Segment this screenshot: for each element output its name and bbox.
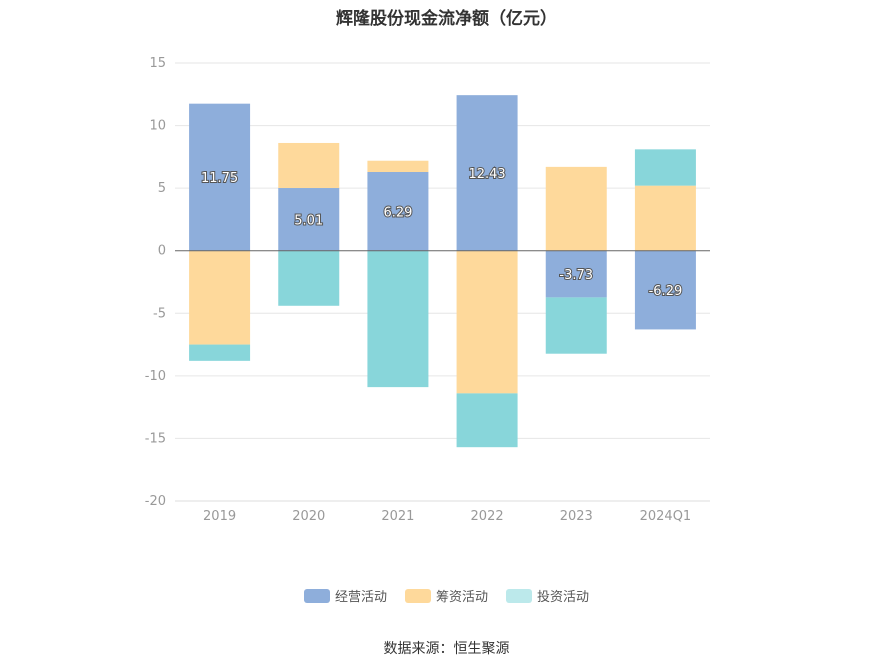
legend-item-financing[interactable]: 筹资活动 — [404, 586, 488, 605]
y-tick-label: 5 — [158, 181, 166, 196]
legend-label-investing: 投资活动 — [537, 590, 590, 605]
legend-item-operating[interactable]: 经营活动 — [303, 586, 387, 605]
bar-financing — [367, 160, 429, 172]
y-tick-label: -15 — [145, 431, 166, 446]
y-tick-label: -20 — [145, 494, 166, 509]
data-label: -3.73 — [559, 268, 593, 283]
bar-operating — [545, 250, 607, 298]
data-label: 11.75 — [201, 171, 238, 186]
bar-financing — [278, 142, 340, 189]
bar-investing — [634, 149, 696, 186]
bar-financing — [545, 166, 607, 251]
bar-investing — [367, 250, 429, 388]
grid-lines — [175, 62, 710, 502]
legend-swatch-operating — [303, 588, 330, 603]
y-tick-label: -5 — [153, 306, 166, 321]
bar-operating — [189, 103, 251, 251]
data-label: 6.29 — [383, 205, 412, 220]
legend-label-financing: 筹资活动 — [435, 590, 488, 605]
x-tick-label: 2023 — [560, 509, 593, 524]
x-tick-label: 2019 — [203, 509, 236, 524]
bars — [189, 95, 696, 448]
bar-financing — [189, 250, 251, 345]
data-label: 5.01 — [294, 213, 323, 228]
source-note: 数据来源：恒生聚源 — [383, 641, 510, 657]
x-tick-label: 2021 — [381, 509, 414, 524]
x-tick-label: 2024Q1 — [640, 509, 692, 524]
bar-operating — [278, 188, 340, 251]
chart-title: 辉隆股份现金流净额（亿元） — [336, 9, 557, 29]
legend-item-investing[interactable]: 投资活动 — [506, 586, 589, 605]
x-tick-label: 2022 — [471, 509, 504, 524]
legend-swatch-financing — [404, 588, 431, 603]
y-tick-label: 10 — [149, 119, 166, 134]
bar-financing — [634, 185, 696, 251]
legend-swatch-investing — [506, 588, 532, 603]
bar-investing — [189, 344, 251, 361]
y-tick-label: 0 — [158, 244, 166, 259]
bar-investing — [545, 297, 607, 354]
bar-operating — [456, 95, 518, 251]
data-label: -6.29 — [649, 284, 683, 299]
data-labels: 11.75 5.01 6.29 12.43 -3.73 -6.29 — [200, 166, 683, 300]
bar-investing — [456, 393, 518, 448]
y-tick-label: -10 — [145, 369, 166, 384]
bar-operating — [634, 250, 696, 330]
bar-operating — [367, 171, 429, 251]
y-tick-label: 15 — [149, 56, 166, 71]
bar-financing — [456, 250, 518, 394]
bar-investing — [278, 250, 340, 306]
legend: 经营活动 筹资活动 投资活动 — [0, 586, 893, 605]
x-tick-label: 2020 — [292, 509, 325, 524]
axes: 15 10 5 0 -5 -10 -15 -20 2019 2020 2021 2022 2023 202… — [145, 56, 710, 524]
legend-label-operating: 经营活动 — [334, 590, 387, 605]
data-label: 12.43 — [468, 167, 505, 182]
